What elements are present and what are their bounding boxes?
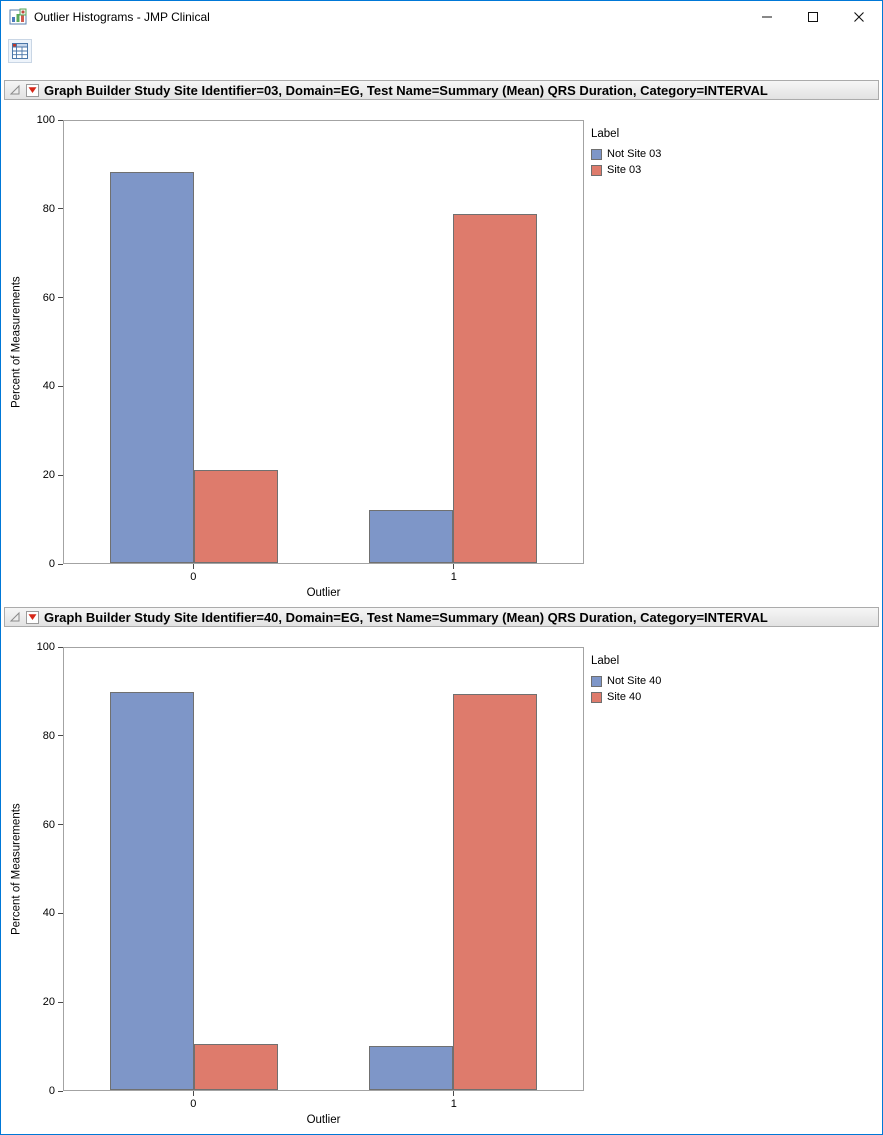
x-tick-mark xyxy=(453,564,455,569)
y-axis-tick-marks xyxy=(58,119,63,565)
x-axis-title: Outlier xyxy=(306,1114,341,1126)
red-triangle-menu-icon[interactable] xyxy=(26,83,39,97)
y-tick-label: 100 xyxy=(36,641,55,653)
y-tick-label: 0 xyxy=(48,1085,55,1097)
x-tick-mark xyxy=(192,1091,194,1096)
outline-header-site-03[interactable]: Graph Builder Study Site Identifier=03, … xyxy=(4,80,879,100)
legend-items: Not Site 40 Site 40 xyxy=(591,675,661,703)
disclosure-triangle-icon[interactable] xyxy=(9,611,21,623)
titlebar: Outlier Histograms - JMP Clinical xyxy=(1,1,882,33)
y-tick-label: 20 xyxy=(42,996,55,1009)
y-tick-mark xyxy=(58,646,63,648)
y-tick-label: 80 xyxy=(42,202,55,215)
plot-frame[interactable] xyxy=(63,120,584,564)
outline-header-site-40[interactable]: Graph Builder Study Site Identifier=40, … xyxy=(4,607,879,627)
close-button[interactable] xyxy=(836,1,882,33)
close-icon xyxy=(854,12,864,22)
bar-site-40-outlier-0[interactable] xyxy=(193,1043,278,1090)
window-title: Outlier Histograms - JMP Clinical xyxy=(34,10,210,24)
x-tick-label: 0 xyxy=(190,1098,197,1110)
bar-site-03-outlier-0[interactable] xyxy=(193,470,278,563)
legend-items: Not Site 03 Site 03 xyxy=(591,148,661,176)
plot-frame[interactable] xyxy=(63,647,584,1091)
y-tick-mark xyxy=(58,385,63,387)
y-tick-mark xyxy=(58,119,63,121)
window-controls xyxy=(744,1,882,33)
y-axis-tick-labels: 0 20 40 60 80 100 xyxy=(1,641,55,1097)
jmp-clinical-app-icon xyxy=(9,8,27,25)
minimize-button[interactable] xyxy=(744,1,790,33)
maximize-button[interactable] xyxy=(790,1,836,33)
outline-title: Graph Builder Study Site Identifier=03, … xyxy=(44,82,768,98)
legend-title: Label xyxy=(591,655,620,667)
y-tick-mark xyxy=(58,208,63,210)
x-tick-label: 1 xyxy=(450,571,457,583)
y-tick-mark xyxy=(58,563,63,565)
data-table-icon xyxy=(12,43,28,59)
x-tick-label: 0 xyxy=(190,571,197,583)
legend-label: Site 03 xyxy=(607,164,642,176)
red-triangle-menu-icon[interactable] xyxy=(26,610,39,624)
y-tick-mark xyxy=(58,1090,63,1092)
bar-not-site-03-outlier-0[interactable] xyxy=(109,171,194,563)
legend-label: Not Site 40 xyxy=(607,675,662,687)
y-tick-mark xyxy=(58,1001,63,1003)
legend-item[interactable]: Site 03 xyxy=(591,164,661,176)
outline-title: Graph Builder Study Site Identifier=40, … xyxy=(44,609,768,625)
x-tick-mark xyxy=(453,1091,455,1096)
x-tick-label: 1 xyxy=(450,1098,457,1110)
y-tick-mark xyxy=(58,912,63,914)
y-axis-tick-marks xyxy=(58,646,63,1092)
x-tick-mark xyxy=(192,564,194,569)
y-tick-label: 40 xyxy=(42,907,55,920)
legend-label: Not Site 03 xyxy=(607,148,662,160)
bar-not-site-40-outlier-1[interactable] xyxy=(369,1045,454,1090)
y-axis-tick-labels: 0 20 40 60 80 100 xyxy=(1,114,55,570)
legend-swatch-icon xyxy=(591,164,602,176)
data-table-toolbar-button[interactable] xyxy=(8,39,32,63)
y-tick-label: 60 xyxy=(42,818,55,831)
legend: Label Not Site 40 Site 40 xyxy=(591,655,661,707)
legend-label: Site 40 xyxy=(607,691,642,703)
x-axis-tick-marks xyxy=(63,564,584,569)
minimize-icon xyxy=(762,16,772,18)
legend-swatch-icon xyxy=(591,148,602,160)
y-tick-mark xyxy=(58,735,63,737)
legend-item[interactable]: Not Site 03 xyxy=(591,148,661,160)
y-tick-label: 100 xyxy=(36,114,55,126)
y-tick-mark xyxy=(58,824,63,826)
y-tick-label: 0 xyxy=(48,558,55,570)
toolbar xyxy=(1,33,882,80)
bar-site-03-outlier-1[interactable] xyxy=(453,213,538,563)
y-tick-mark xyxy=(58,297,63,299)
legend-item[interactable]: Not Site 40 xyxy=(591,675,661,687)
bar-site-40-outlier-1[interactable] xyxy=(453,694,538,1090)
legend-swatch-icon xyxy=(591,675,602,687)
disclosure-triangle-icon[interactable] xyxy=(9,84,21,96)
legend-item[interactable]: Site 40 xyxy=(591,691,661,703)
maximize-icon xyxy=(808,12,818,22)
y-tick-label: 60 xyxy=(42,291,55,304)
x-axis-title: Outlier xyxy=(306,587,341,599)
legend-title: Label xyxy=(591,128,620,140)
y-tick-mark xyxy=(58,474,63,476)
bar-not-site-03-outlier-1[interactable] xyxy=(369,509,454,563)
legend: Label Not Site 03 Site 03 xyxy=(591,128,661,180)
y-tick-label: 80 xyxy=(42,729,55,742)
bar-not-site-40-outlier-0[interactable] xyxy=(109,692,194,1090)
legend-swatch-icon xyxy=(591,691,602,703)
x-axis-tick-marks xyxy=(63,1091,584,1096)
y-tick-label: 20 xyxy=(42,469,55,482)
y-tick-label: 40 xyxy=(42,380,55,393)
